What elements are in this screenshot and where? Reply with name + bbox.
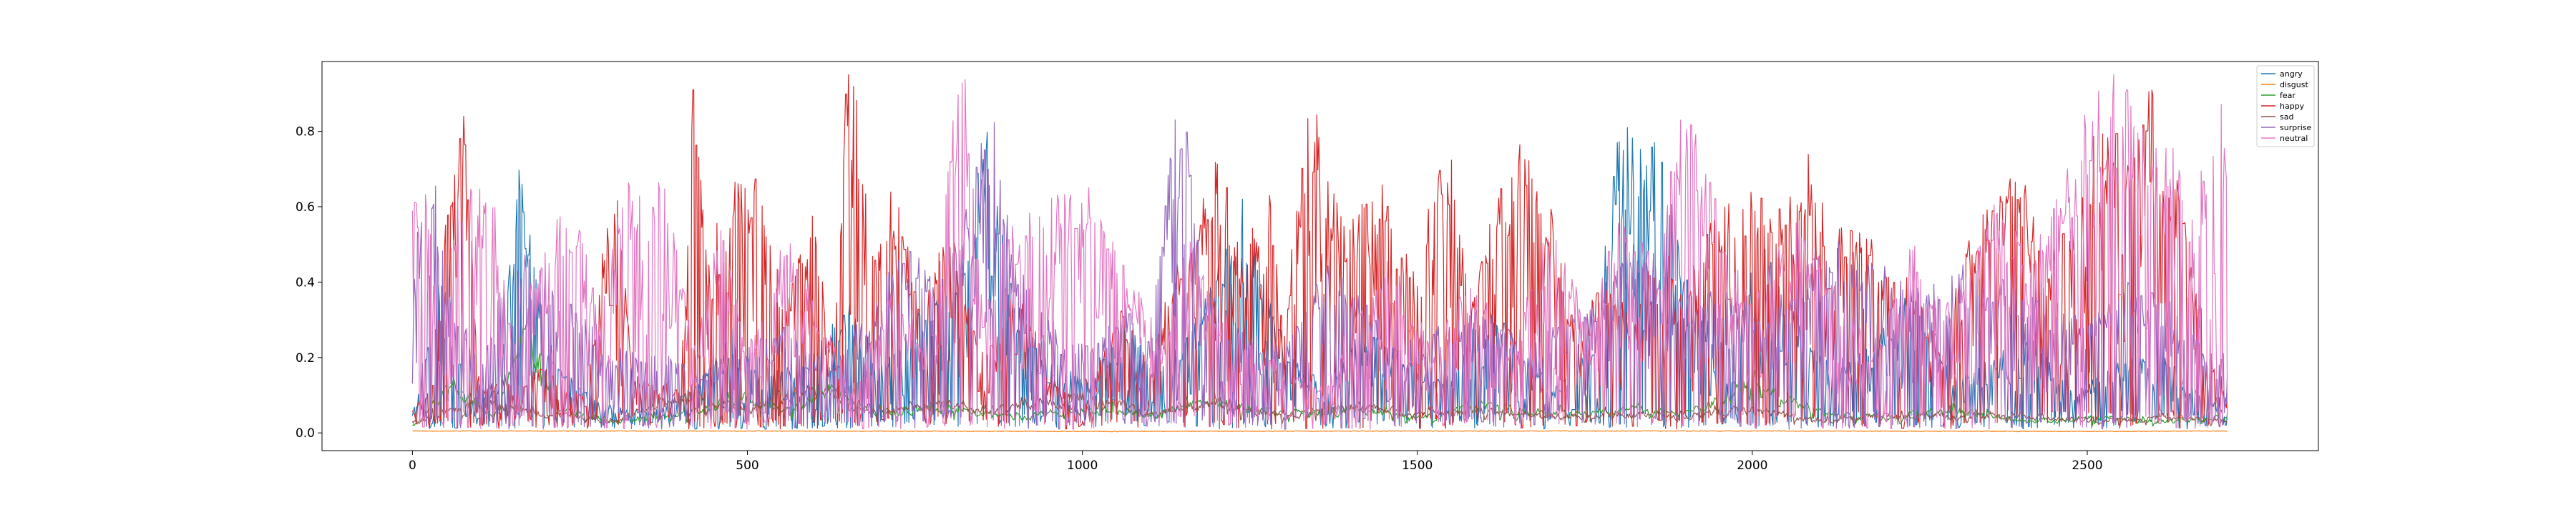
legend-label-happy: happy bbox=[2280, 102, 2305, 111]
x-tick-label: 1500 bbox=[1402, 458, 1433, 473]
series-line-disgust bbox=[412, 430, 2228, 433]
series-line-neutral bbox=[411, 74, 2228, 430]
y-tick-label: 0.8 bbox=[296, 125, 315, 139]
y-tick-label: 0.6 bbox=[296, 200, 315, 215]
x-tick-label: 2500 bbox=[2072, 458, 2102, 473]
y-tick-label: 0.2 bbox=[296, 351, 315, 366]
plot-area-frame bbox=[321, 61, 2319, 451]
legend-label-neutral: neutral bbox=[2280, 134, 2308, 143]
series-line-happy bbox=[411, 74, 2228, 430]
x-axis: 0 500 1000 1500 2000 2500 bbox=[409, 451, 2103, 473]
x-tick-label: 500 bbox=[736, 458, 758, 473]
legend-label-angry: angry bbox=[2280, 69, 2303, 79]
x-tick-label: 2000 bbox=[1737, 458, 1767, 473]
series-layer bbox=[411, 74, 2228, 433]
series-line-surprise bbox=[411, 119, 2228, 430]
legend-label-disgust: disgust bbox=[2280, 80, 2308, 89]
y-tick-label: 0.4 bbox=[296, 275, 315, 290]
y-tick-label: 0.0 bbox=[296, 426, 315, 441]
legend-label-sad: sad bbox=[2280, 112, 2293, 122]
legend-label-surprise: surprise bbox=[2280, 123, 2312, 132]
x-tick-label: 1000 bbox=[1067, 458, 1098, 473]
y-axis: 0.0 0.2 0.4 0.6 0.8 bbox=[296, 125, 322, 441]
x-tick-label: 0 bbox=[409, 458, 416, 473]
legend-box bbox=[2256, 65, 2315, 147]
legend-label-fear: fear bbox=[2280, 91, 2296, 100]
